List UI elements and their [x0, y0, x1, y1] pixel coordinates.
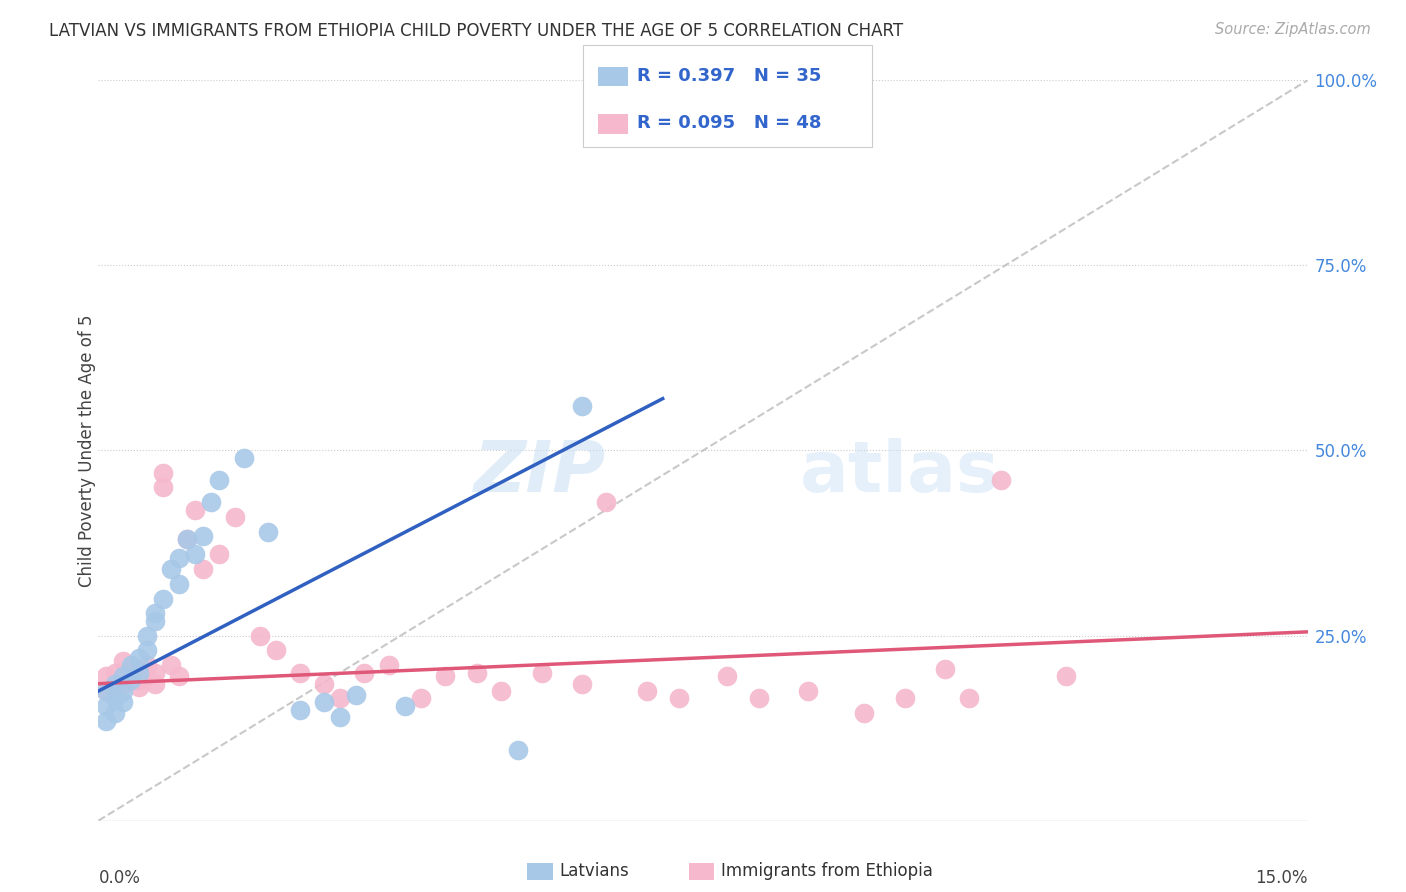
Y-axis label: Child Poverty Under the Age of 5: Child Poverty Under the Age of 5	[79, 314, 96, 587]
Text: Source: ZipAtlas.com: Source: ZipAtlas.com	[1215, 22, 1371, 37]
Point	[394, 698, 416, 713]
Point	[668, 691, 690, 706]
Point	[167, 550, 190, 565]
Point	[128, 673, 150, 687]
Point	[143, 676, 166, 690]
Point	[990, 473, 1012, 487]
Point	[957, 691, 980, 706]
Point	[135, 628, 157, 642]
Point	[249, 628, 271, 642]
Point	[96, 684, 118, 698]
Point	[152, 466, 174, 480]
Point	[1054, 669, 1077, 683]
Point	[530, 665, 553, 680]
Point	[184, 547, 207, 561]
Point	[120, 673, 142, 687]
Point	[506, 743, 529, 757]
Point	[232, 450, 254, 465]
Point	[377, 658, 399, 673]
Point	[111, 669, 134, 683]
Point	[128, 665, 150, 680]
Point	[193, 528, 215, 542]
Point	[96, 684, 118, 698]
Point	[128, 681, 150, 695]
Point	[135, 669, 157, 683]
Point	[329, 710, 352, 724]
Point	[353, 665, 375, 680]
Text: 15.0%: 15.0%	[1256, 869, 1308, 887]
Point	[571, 399, 593, 413]
Point	[135, 658, 157, 673]
Point	[934, 662, 956, 676]
Point	[716, 669, 738, 683]
Text: R = 0.397   N = 35: R = 0.397 N = 35	[637, 67, 821, 85]
Point	[103, 681, 125, 695]
Text: 0.0%: 0.0%	[98, 869, 141, 887]
Point	[748, 691, 770, 706]
Point	[111, 676, 134, 690]
Text: Latvians: Latvians	[560, 863, 630, 880]
Point	[314, 676, 336, 690]
Point	[103, 691, 125, 706]
Point	[167, 669, 190, 683]
Text: LATVIAN VS IMMIGRANTS FROM ETHIOPIA CHILD POVERTY UNDER THE AGE OF 5 CORRELATION: LATVIAN VS IMMIGRANTS FROM ETHIOPIA CHIL…	[49, 22, 903, 40]
Point	[96, 698, 118, 713]
Point	[135, 643, 157, 657]
Point	[329, 691, 352, 706]
Point	[111, 684, 134, 698]
Point	[208, 547, 231, 561]
Point	[120, 662, 142, 676]
Point	[160, 658, 183, 673]
Point	[96, 714, 118, 728]
Point	[176, 533, 198, 547]
Point	[434, 669, 457, 683]
Point	[256, 524, 278, 539]
Point	[797, 684, 820, 698]
Text: Immigrants from Ethiopia: Immigrants from Ethiopia	[721, 863, 934, 880]
Point	[120, 669, 142, 683]
Point	[571, 676, 593, 690]
Point	[111, 695, 134, 709]
Point	[160, 562, 183, 576]
Point	[344, 688, 367, 702]
Point	[465, 665, 488, 680]
Point	[288, 665, 311, 680]
Point	[288, 703, 311, 717]
Text: R = 0.095   N = 48: R = 0.095 N = 48	[637, 114, 821, 132]
Point	[853, 706, 876, 721]
Point	[96, 669, 118, 683]
Point	[264, 643, 287, 657]
Point	[103, 676, 125, 690]
Point	[128, 650, 150, 665]
Point	[111, 655, 134, 669]
Point	[224, 510, 246, 524]
Point	[200, 495, 222, 509]
Point	[176, 533, 198, 547]
Point	[208, 473, 231, 487]
Point	[184, 502, 207, 516]
Point	[193, 562, 215, 576]
Point	[143, 614, 166, 628]
Point	[491, 684, 513, 698]
Point	[314, 695, 336, 709]
Point	[893, 691, 915, 706]
Point	[143, 665, 166, 680]
Point	[152, 591, 174, 606]
Point	[595, 495, 617, 509]
Point	[120, 658, 142, 673]
Text: atlas: atlas	[800, 438, 1000, 508]
Text: ZIP: ZIP	[474, 438, 606, 508]
Point	[636, 684, 658, 698]
Point	[167, 576, 190, 591]
Point	[103, 706, 125, 721]
Point	[103, 665, 125, 680]
Point	[409, 691, 432, 706]
Point	[143, 607, 166, 621]
Point	[152, 480, 174, 494]
